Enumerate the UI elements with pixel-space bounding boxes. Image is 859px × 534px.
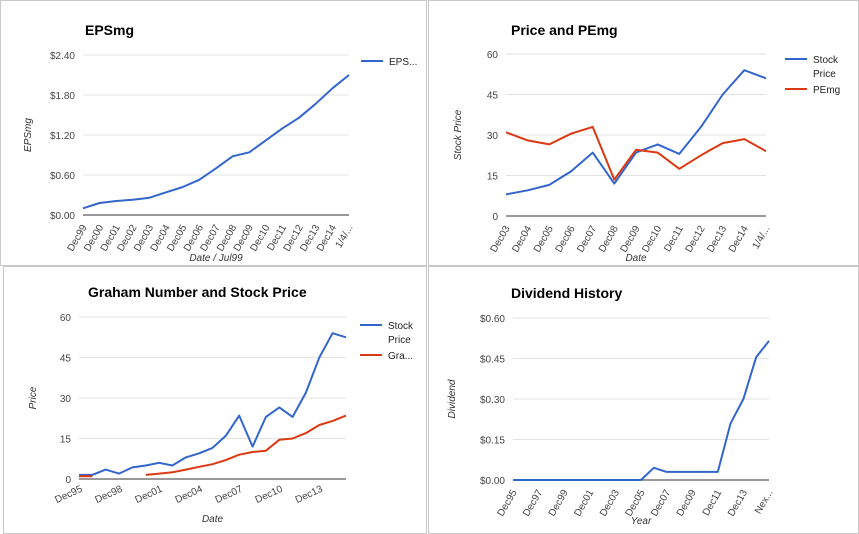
eps-chart-panel: EPSmg $0.00 $0.60 $1.20 $1.80 $2.40 EPSmg Dec99… <box>0 0 427 266</box>
x-tick-label: Dec12 <box>684 224 708 255</box>
x-tick-label: Dec08 <box>597 224 621 255</box>
y-axis-label: Dividend <box>447 379 458 418</box>
y-tick-label: $0.60 <box>50 171 75 182</box>
x-tick-label: Dec01 <box>572 488 596 519</box>
x-tick-label: 1/4/... <box>334 223 356 250</box>
x-axis-label: Date <box>625 253 647 264</box>
y-tick-label: $0.00 <box>480 476 505 487</box>
y-tick-label: $1.80 <box>50 91 75 102</box>
x-tick-label: Dec13 <box>705 224 729 255</box>
x-tick-label: Dec05 <box>532 224 556 255</box>
graham-chart-panel: Graham Number and Stock Price 0 15 30 45 60 Pr… <box>3 266 427 534</box>
chart-title: Price and PEmg <box>511 22 618 38</box>
x-tick-label: Dec03 <box>598 488 622 519</box>
y-tick-label: 45 <box>487 91 499 102</box>
series-line-pemg <box>505 125 767 181</box>
x-tick-label: Dec01 <box>134 484 165 506</box>
x-tick-label: 1/4/... <box>751 224 773 251</box>
x-axis-label: Date / Jul99 <box>189 253 243 264</box>
legend-label: PEmg <box>813 85 840 96</box>
y-tick-label: $2.40 <box>50 51 75 62</box>
x-tick-label: Dec07 <box>575 224 599 255</box>
y-tick-label: $0.30 <box>480 395 505 406</box>
x-tick-label: Dec97 <box>521 488 545 519</box>
x-tick-label: Dec13 <box>726 488 750 519</box>
series-line-eps <box>82 74 350 210</box>
x-tick-label: Dec10 <box>640 224 664 255</box>
legend-label-cont: Price <box>813 69 836 80</box>
x-tick-label: Dec11 <box>701 488 725 518</box>
x-tick-label: Nex... <box>753 488 776 516</box>
series-line-stock-price <box>505 69 767 196</box>
series-line-dividend <box>513 340 770 481</box>
price-pe-chart-panel: Price and PEmg 0 15 30 45 60 Stock Price Dec03 D… <box>428 0 859 266</box>
x-tick-label: Dec04 <box>174 484 205 506</box>
y-tick-label: 30 <box>487 131 499 142</box>
x-axis-label: Year <box>631 516 652 527</box>
y-tick-label: 60 <box>60 313 72 324</box>
y-tick-label: 15 <box>487 172 499 183</box>
x-tick-label: Dec95 <box>496 488 520 519</box>
y-tick-label: $0.60 <box>480 314 505 325</box>
x-tick-label: Dec05 <box>624 488 648 519</box>
y-tick-label: 45 <box>60 354 72 365</box>
x-tick-label: Dec99 <box>547 488 571 519</box>
y-tick-label: 60 <box>487 50 499 61</box>
x-tick-label: Dec03 <box>489 224 513 255</box>
x-tick-label: Dec04 <box>510 224 534 255</box>
x-tick-label: Dec95 <box>53 484 84 506</box>
chart-title: Graham Number and Stock Price <box>88 284 307 300</box>
legend-label: Gra... <box>388 351 413 362</box>
legend-label: Stock <box>813 55 839 66</box>
legend-label: Stock <box>388 321 414 332</box>
legend-label-cont: Price <box>388 335 411 346</box>
x-tick-label: Dec09 <box>619 224 643 255</box>
y-tick-label: $0.45 <box>480 355 505 366</box>
y-axis-label: Price <box>28 386 39 409</box>
y-axis-label: EPSmg <box>23 118 34 152</box>
series-line-stock-price <box>79 332 347 476</box>
y-tick-label: $1.20 <box>50 131 75 142</box>
series-line-gra <box>79 414 347 478</box>
x-tick-label: Dec06 <box>554 224 578 255</box>
y-tick-label: 15 <box>60 435 72 446</box>
legend-label: EPS... <box>389 57 417 68</box>
chart-title: Dividend History <box>511 285 622 301</box>
y-tick-label: 30 <box>60 394 72 405</box>
x-tick-label: Dec09 <box>675 488 699 519</box>
x-tick-label: Dec13 <box>294 484 325 506</box>
x-axis-label: Date <box>202 514 224 525</box>
x-tick-label: Dec98 <box>93 484 124 506</box>
y-tick-label: 0 <box>65 475 71 486</box>
x-tick-label: Dec07 <box>214 484 245 506</box>
dividend-chart-panel: Dividend History $0.00 $0.15 $0.30 $0.45 $0.6… <box>428 266 859 534</box>
y-tick-label: $0.15 <box>480 436 505 447</box>
y-tick-label: 0 <box>492 212 498 223</box>
y-tick-label: $0.00 <box>50 211 75 222</box>
x-tick-label: Dec07 <box>649 488 673 519</box>
graham-chart: Graham Number and Stock Price 0 15 30 45 60 Pr… <box>28 284 414 525</box>
eps-chart: EPSmg$0.00$0.60$1.20$1.80$2.40EPSmgDec99… <box>23 22 417 264</box>
chart-title: EPSmg <box>85 22 134 38</box>
x-tick-label: Dec10 <box>254 484 285 506</box>
y-axis-label: Stock Price <box>453 109 464 160</box>
x-tick-label: Dec14 <box>727 224 751 255</box>
dividend-chart: Dividend History $0.00 $0.15 $0.30 $0.45 $0.6… <box>447 285 776 527</box>
